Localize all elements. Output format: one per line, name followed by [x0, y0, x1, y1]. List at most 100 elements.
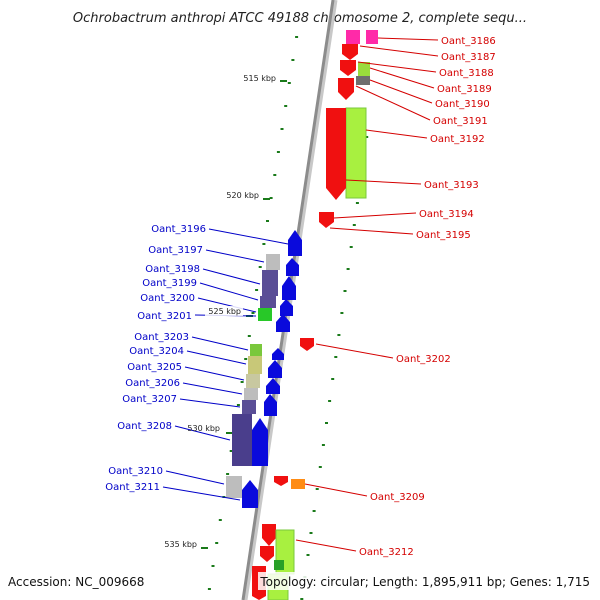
label-oant-3199[interactable]: Oant_3199 — [142, 278, 197, 289]
gene-oant-3186-part[interactable] — [366, 30, 378, 44]
scale-dot — [262, 243, 266, 245]
gene-oant-3207[interactable] — [242, 400, 256, 414]
label-oant-3211[interactable]: Oant_3211 — [105, 482, 160, 493]
reverse-leader-line — [345, 179, 422, 185]
label-oant-3190[interactable]: Oant_3190 — [435, 99, 490, 110]
gene-oant-3201-fwd[interactable] — [276, 314, 290, 332]
gene-oant-3200-fwd[interactable] — [280, 299, 293, 316]
gene-oant-3206[interactable] — [244, 388, 258, 400]
tick-label-535: 535 kbp — [164, 540, 197, 549]
label-oant-3204[interactable]: Oant_3204 — [129, 346, 184, 357]
label-oant-3202[interactable]: Oant_3202 — [396, 354, 451, 365]
gene-oant-3202[interactable] — [300, 338, 314, 351]
scale-dot — [229, 450, 233, 452]
gene-oant-3194[interactable] — [319, 212, 334, 228]
forward-leader-line — [182, 382, 243, 395]
scale-dot — [318, 466, 322, 468]
label-oant-3188[interactable]: Oant_3188 — [439, 68, 494, 79]
forward-leader-line — [162, 486, 241, 501]
gene-oant-3197-fwd[interactable] — [286, 258, 299, 276]
forward-leader-line — [199, 282, 259, 301]
label-oant-3212[interactable]: Oant_3212 — [359, 547, 414, 558]
label-oant-3196[interactable]: Oant_3196 — [151, 224, 206, 235]
reverse-leader-line — [357, 61, 437, 73]
gene-oant-3204-fwd[interactable] — [268, 360, 282, 378]
scale-dot — [215, 542, 219, 544]
gene-oant-3208-fwd[interactable] — [252, 418, 268, 466]
tick-label-525-bg — [205, 306, 243, 316]
scale-dot — [300, 598, 304, 600]
label-oant-3195[interactable]: Oant_3195 — [416, 230, 471, 241]
gene-oant-3197[interactable] — [266, 254, 280, 270]
label-oant-3194[interactable]: Oant_3194 — [419, 209, 474, 220]
forward-leader-line — [202, 268, 261, 285]
forward-leader-line — [197, 297, 257, 313]
gene-oant-3208[interactable] — [232, 414, 252, 466]
gene-oant-3190[interactable] — [356, 76, 370, 85]
gene-oant-3206-fwd[interactable] — [264, 394, 277, 416]
gene-oant-3212-a[interactable] — [262, 524, 276, 546]
forward-leader-line — [191, 336, 249, 351]
tick-label-515: 515 kbp — [243, 74, 276, 83]
label-oant-3209[interactable]: Oant_3209 — [370, 492, 425, 503]
label-oant-3201[interactable]: Oant_3201 — [137, 311, 192, 322]
gene-oant-3191[interactable] — [338, 78, 354, 100]
gene-oant-3187[interactable] — [342, 44, 358, 60]
scale-dot — [321, 444, 325, 446]
label-oant-3205[interactable]: Oant_3205 — [127, 362, 182, 373]
gene-oant-3205-fwd[interactable] — [266, 378, 280, 394]
label-oant-3207[interactable]: Oant_3207 — [122, 394, 177, 405]
label-oant-3208[interactable]: Oant_3208 — [117, 421, 172, 432]
label-oant-3210[interactable]: Oant_3210 — [108, 466, 163, 477]
gene-oant-3205[interactable] — [246, 374, 260, 388]
gene-oant-3188[interactable] — [340, 60, 356, 76]
gene-oant-3201[interactable] — [258, 308, 272, 321]
gene-oant-3193[interactable] — [326, 108, 346, 200]
label-oant-3198[interactable]: Oant_3198 — [145, 264, 200, 275]
tick-label-525: 525 kbp — [208, 307, 241, 316]
gene-oant-3199[interactable] — [260, 296, 276, 308]
scale-dot — [291, 59, 295, 61]
label-oant-3193[interactable]: Oant_3193 — [424, 180, 479, 191]
gene-oant-3211[interactable] — [242, 480, 258, 508]
gene-oant-3189[interactable] — [358, 62, 370, 76]
label-oant-3203[interactable]: Oant_3203 — [134, 332, 189, 343]
scale-tick-mark — [201, 547, 208, 549]
gene-oant-3196[interactable] — [288, 230, 302, 256]
label-oant-3187[interactable]: Oant_3187 — [441, 52, 496, 63]
gene-oant-3212-b[interactable] — [260, 546, 274, 562]
reverse-leader-line — [329, 227, 414, 235]
gene-oant-3212-d[interactable] — [274, 560, 284, 570]
gene-oant-3209-left[interactable] — [274, 476, 288, 486]
scale-dot — [236, 404, 240, 406]
gene-oant-3210[interactable] — [226, 476, 242, 498]
label-oant-3186[interactable]: Oant_3186 — [441, 36, 496, 47]
scale-dot — [287, 82, 291, 84]
gene-oant-3204[interactable] — [248, 356, 262, 374]
label-oant-3200[interactable]: Oant_3200 — [140, 293, 195, 304]
label-oant-3191[interactable]: Oant_3191 — [433, 116, 488, 127]
label-oant-3192[interactable]: Oant_3192 — [430, 134, 485, 145]
reverse-leader-line — [304, 483, 368, 497]
forward-features — [226, 230, 302, 508]
scale-dot — [269, 197, 273, 199]
label-oant-3197[interactable]: Oant_3197 — [148, 245, 203, 256]
gene-oant-3192[interactable] — [345, 107, 367, 199]
scale-dot — [207, 588, 211, 590]
scale-dot — [251, 312, 255, 314]
scale-dot — [337, 334, 341, 336]
label-oant-3206[interactable]: Oant_3206 — [125, 378, 180, 389]
gene-oant-3198[interactable] — [262, 270, 278, 296]
gene-oant-3203-fwd[interactable] — [272, 348, 284, 360]
scale-dot — [309, 532, 313, 534]
scale-dot — [244, 358, 248, 360]
gene-oant-3199-fwd[interactable] — [282, 276, 296, 300]
label-oant-3189[interactable]: Oant_3189 — [437, 84, 492, 95]
gene-oant-3186[interactable] — [346, 30, 360, 44]
gene-oant-3203[interactable] — [250, 344, 262, 356]
gene-oant-3209[interactable] — [291, 479, 305, 489]
scale-dot — [258, 266, 262, 268]
scale-dot — [352, 224, 356, 226]
forward-leader-line — [174, 425, 231, 441]
